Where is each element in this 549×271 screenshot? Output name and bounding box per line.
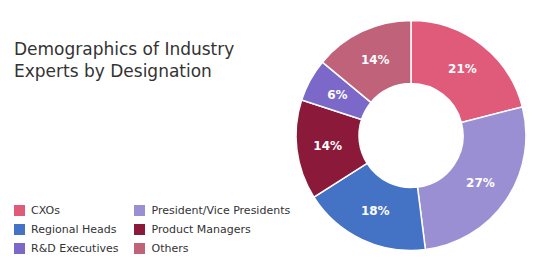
html-text:R&D Executives: R&D Executives xyxy=(31,242,119,255)
svg-text:14%: 14% xyxy=(361,53,390,67)
html-text:Experts by Designation: Experts by Designation xyxy=(14,61,212,82)
svg-text:27%: 27% xyxy=(466,176,495,190)
html-text:CXOs: CXOs xyxy=(31,204,60,217)
svg-text:6%: 6% xyxy=(327,88,347,102)
html-text:Others: Others xyxy=(151,242,189,255)
svg-text:21%: 21% xyxy=(448,62,477,76)
html-text:President/Vice Presidents: President/Vice Presidents xyxy=(151,204,291,217)
html-text:Demographics of Industry: Demographics of Industry xyxy=(14,39,235,59)
svg-text:14%: 14% xyxy=(313,139,342,153)
html-text:Product Managers: Product Managers xyxy=(151,223,251,236)
svg-text:18%: 18% xyxy=(361,204,390,218)
html-text:Regional Heads: Regional Heads xyxy=(31,223,117,236)
